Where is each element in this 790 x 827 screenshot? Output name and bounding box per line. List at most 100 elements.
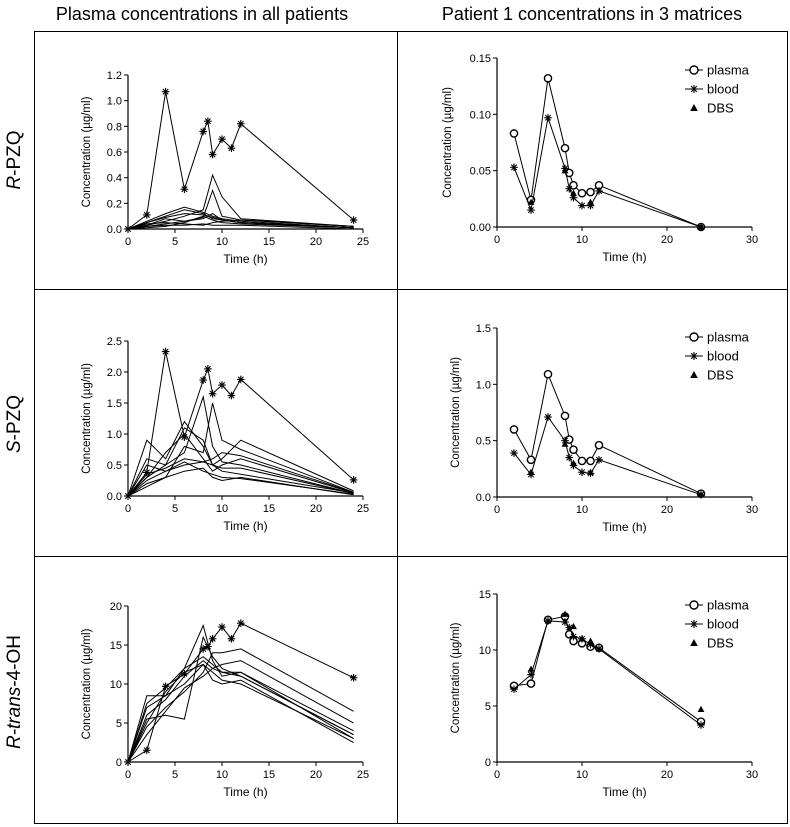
data-point-star bbox=[208, 150, 217, 159]
series-line bbox=[513, 620, 702, 726]
data-point-star bbox=[565, 453, 574, 462]
series-p6 bbox=[127, 433, 354, 497]
y-tick-label: 10 bbox=[479, 645, 491, 657]
legend: plasma blood DBS bbox=[685, 63, 750, 116]
data-point-star bbox=[527, 670, 535, 679]
star-marker-stroke bbox=[209, 635, 216, 642]
x-tick-label: 10 bbox=[216, 769, 228, 781]
y-tick-label: 1.0 bbox=[107, 429, 122, 441]
data-point-star bbox=[180, 185, 189, 194]
series-p8 bbox=[127, 656, 354, 763]
data-point-star bbox=[565, 184, 574, 193]
y-tick-label: 10 bbox=[110, 679, 122, 691]
legend: plasma blood DBS bbox=[685, 330, 750, 383]
x-tick-label: 25 bbox=[357, 503, 369, 515]
data-point-star bbox=[161, 682, 170, 691]
data-point-star bbox=[510, 163, 518, 172]
series-p10 bbox=[127, 213, 354, 230]
x-tick-label: 20 bbox=[661, 234, 673, 246]
series-line bbox=[127, 402, 354, 497]
series-p5 bbox=[127, 648, 354, 763]
y-tick-label: 20 bbox=[110, 601, 122, 613]
x-axis-label: Time (h) bbox=[223, 785, 267, 799]
x-tick-label: 30 bbox=[746, 769, 758, 781]
x-tick-label: 15 bbox=[263, 769, 275, 781]
y-tick-label: 0 bbox=[116, 757, 122, 769]
y-tick-label: 1.0 bbox=[107, 96, 122, 108]
star-marker-stroke bbox=[162, 88, 169, 95]
star-marker-stroke bbox=[690, 352, 698, 360]
star-marker-stroke bbox=[566, 185, 573, 192]
x-axis-label: Time (h) bbox=[602, 520, 646, 534]
data-point-star bbox=[544, 617, 552, 625]
legend: plasma blood DBS bbox=[685, 598, 750, 651]
data-point-triangle bbox=[697, 491, 705, 498]
data-point-star bbox=[510, 449, 518, 457]
data-point-star bbox=[349, 216, 358, 224]
data-point-star bbox=[697, 721, 705, 729]
x-tick-label: 0 bbox=[494, 769, 500, 781]
data-point-triangle bbox=[587, 637, 594, 644]
data-point-circle bbox=[569, 445, 578, 454]
star-marker-stroke bbox=[578, 202, 586, 209]
legend-star-marker bbox=[690, 352, 698, 360]
star-marker-stroke bbox=[204, 118, 211, 125]
series-p5 bbox=[127, 402, 354, 497]
x-tick-label: 5 bbox=[172, 769, 178, 781]
x-axis-label: Time (h) bbox=[223, 252, 267, 266]
data-point-star bbox=[227, 391, 236, 400]
series-line bbox=[127, 635, 354, 763]
legend-triangle-marker bbox=[690, 639, 698, 646]
y-axis-label: Concentration (µg/ml) bbox=[81, 363, 93, 474]
star-marker-stroke bbox=[143, 211, 150, 218]
data-point-star bbox=[218, 381, 226, 389]
data-point-star bbox=[204, 117, 212, 125]
x-axis-label: Time (h) bbox=[602, 785, 646, 799]
series-line bbox=[127, 659, 354, 763]
data-point-circle bbox=[577, 456, 587, 466]
y-tick-label: 0 bbox=[485, 757, 491, 769]
x-tick-label: 5 bbox=[172, 503, 178, 515]
y-tick-label: 0.6 bbox=[107, 147, 122, 159]
series-line bbox=[127, 420, 354, 497]
star-marker-stroke bbox=[690, 85, 698, 93]
y-tick-label: 0.05 bbox=[470, 166, 491, 178]
data-point-triangle bbox=[561, 167, 569, 174]
series-line bbox=[127, 467, 354, 497]
series-p6 bbox=[127, 659, 354, 763]
series-blood bbox=[510, 413, 705, 499]
y-tick-label: 0.5 bbox=[476, 436, 491, 448]
data-point-triangle bbox=[527, 468, 535, 475]
series-patient-1 bbox=[124, 347, 358, 500]
x-tick-label: 25 bbox=[357, 769, 369, 781]
series-line bbox=[127, 663, 354, 763]
series-line bbox=[513, 115, 702, 228]
series-p8 bbox=[127, 189, 354, 230]
data-point-circle bbox=[560, 143, 570, 153]
x-tick-label: 0 bbox=[125, 236, 131, 248]
star-marker-stroke bbox=[218, 623, 226, 631]
x-tick-label: 20 bbox=[310, 503, 322, 515]
star-marker-stroke bbox=[162, 348, 169, 355]
y-tick-label: 1.5 bbox=[476, 323, 491, 335]
star-marker-stroke bbox=[561, 618, 569, 626]
y-axis-label: Concentration (µg/ml) bbox=[450, 622, 462, 733]
data-point-circle bbox=[526, 679, 536, 688]
legend-label-plasma: plasma bbox=[707, 63, 750, 78]
data-point-circle bbox=[543, 73, 553, 83]
data-point-star bbox=[349, 476, 358, 484]
data-point-star bbox=[227, 144, 236, 152]
data-point-star bbox=[565, 623, 574, 632]
star-marker-stroke bbox=[510, 686, 518, 693]
star-marker-stroke bbox=[237, 120, 244, 127]
series-patient-1 bbox=[124, 87, 358, 233]
x-tick-label: 0 bbox=[494, 234, 500, 246]
legend-label-blood: blood bbox=[707, 617, 739, 632]
star-marker-stroke bbox=[510, 449, 518, 457]
star-marker-stroke bbox=[237, 620, 244, 627]
series-line bbox=[127, 223, 354, 230]
data-point-star bbox=[595, 187, 603, 195]
star-marker-stroke bbox=[570, 194, 577, 201]
star-marker-stroke bbox=[566, 624, 573, 631]
